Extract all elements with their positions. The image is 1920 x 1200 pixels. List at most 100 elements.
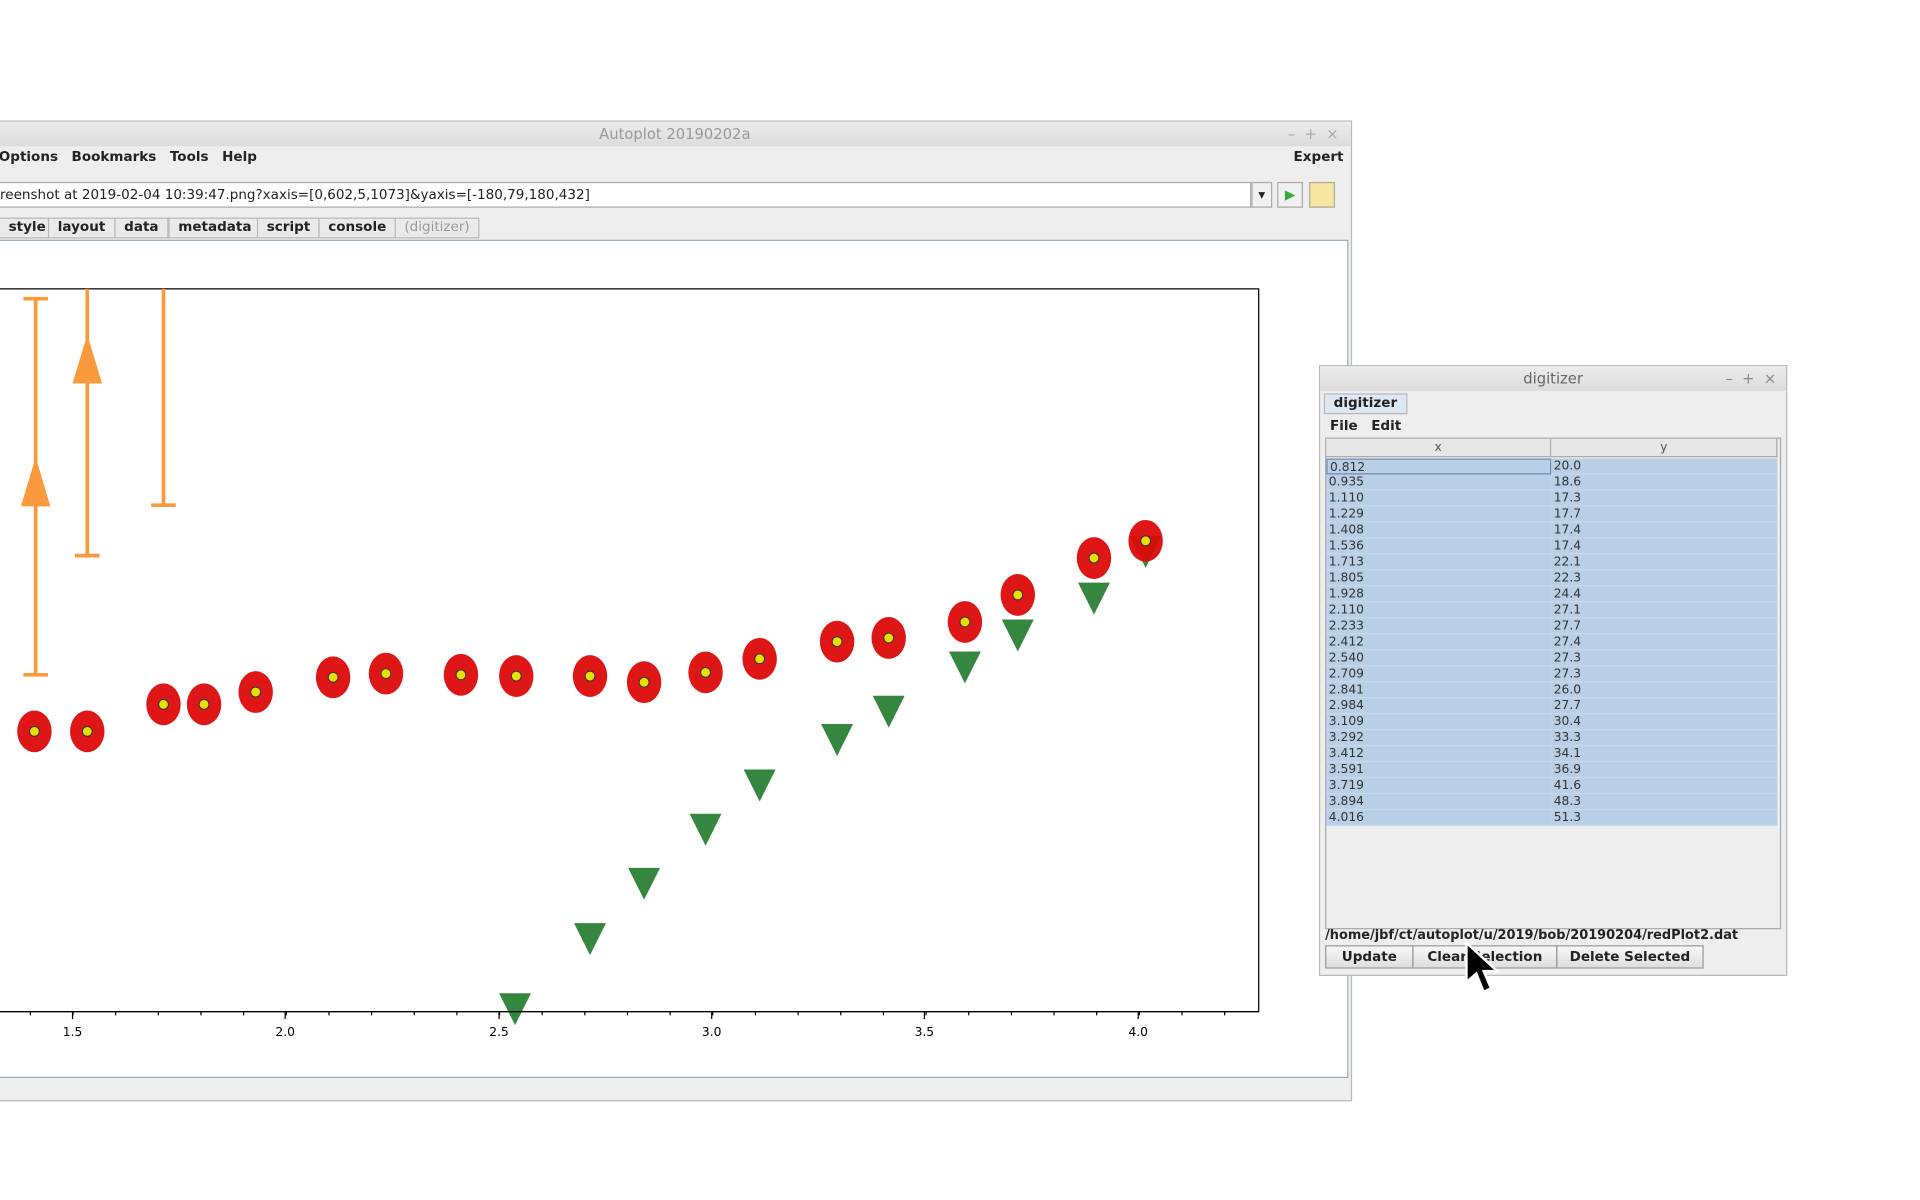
table-cell[interactable]: 1.805 [1326, 570, 1552, 587]
digitized-point [198, 698, 210, 710]
table-cell[interactable]: 2.233 [1326, 618, 1552, 635]
table-cell[interactable]: 27.3 [1551, 666, 1778, 683]
menu-item[interactable]: Tools [169, 148, 209, 165]
menu-bar: Options Bookmarks Tools Help [0, 149, 270, 169]
table-cell[interactable]: 20.0 [1551, 458, 1778, 475]
menu-item[interactable]: Edit [1371, 417, 1402, 434]
green-triangle [689, 813, 722, 846]
title-bar: digitizer – + × [1320, 366, 1787, 391]
table-cell[interactable]: 2.709 [1326, 666, 1552, 683]
table-cell[interactable]: 27.1 [1551, 602, 1778, 619]
go-button[interactable]: ▶ [1277, 181, 1303, 208]
table-cell[interactable]: 22.3 [1551, 570, 1778, 587]
window-controls[interactable]: – + × [1725, 369, 1777, 388]
table-cell[interactable]: 3.109 [1326, 714, 1552, 731]
green-triangle [499, 993, 532, 1026]
tab[interactable]: layout [47, 217, 116, 239]
mouse-cursor [1465, 940, 1501, 994]
table-cell[interactable]: 27.3 [1551, 650, 1778, 667]
column-header[interactable]: y [1551, 438, 1778, 458]
column-header[interactable]: x [1326, 438, 1552, 458]
digitized-point [327, 671, 339, 683]
green-triangle [743, 769, 776, 802]
table-cell[interactable]: 1.110 [1326, 490, 1552, 507]
tab[interactable]: metadata [168, 217, 262, 239]
menu-item[interactable]: File [1329, 417, 1358, 434]
table-cell[interactable]: 22.1 [1551, 554, 1778, 571]
table-cell[interactable]: 17.4 [1551, 538, 1778, 555]
table-cell[interactable]: 17.7 [1551, 506, 1778, 523]
table-cell[interactable]: 3.591 [1326, 762, 1552, 779]
digitized-point [754, 653, 766, 665]
menu-item[interactable]: Bookmarks [71, 148, 157, 165]
digitized-point [455, 669, 467, 681]
uri-field[interactable]: reenshot at 2019-02-04 10:39:47.png?xaxi… [0, 181, 1252, 208]
table-cell[interactable]: 2.841 [1326, 682, 1552, 699]
table-cell[interactable]: 1.536 [1326, 538, 1552, 555]
digitized-point [158, 698, 169, 710]
menu-item[interactable]: Options [0, 148, 59, 165]
table-cell[interactable]: 1.928 [1326, 586, 1552, 603]
table-cell[interactable]: 30.4 [1551, 714, 1778, 731]
tab[interactable]: (digitizer) [394, 217, 480, 239]
table-cell[interactable]: 1.229 [1326, 506, 1552, 523]
table-cell[interactable]: 3.719 [1326, 778, 1552, 795]
table-cell[interactable]: 17.3 [1551, 490, 1778, 507]
window-controls[interactable]: – + × [1287, 125, 1339, 143]
expert-menu[interactable]: Expert [1293, 148, 1344, 165]
tab[interactable]: style [0, 217, 56, 239]
green-triangle [821, 723, 854, 756]
table-cell[interactable]: 2.110 [1326, 602, 1552, 619]
table-cell[interactable]: 27.7 [1551, 618, 1778, 635]
table-cell[interactable]: 34.1 [1551, 746, 1778, 763]
digitized-point [380, 668, 392, 680]
digitized-point [1140, 535, 1152, 547]
table-cell[interactable]: 48.3 [1551, 794, 1778, 811]
table-cell[interactable]: 3.894 [1326, 794, 1552, 811]
button[interactable]: Update [1325, 945, 1414, 969]
table-cell[interactable]: 24.4 [1551, 586, 1778, 603]
table-cell[interactable]: 18.6 [1551, 474, 1778, 491]
table-cell[interactable]: 36.9 [1551, 762, 1778, 779]
green-triangle [1001, 619, 1034, 652]
table-cell[interactable]: 1.408 [1326, 522, 1552, 539]
table-cell[interactable]: 41.6 [1551, 778, 1778, 795]
table-cell[interactable]: 51.3 [1551, 810, 1778, 827]
button[interactable]: Delete Selected [1556, 945, 1704, 969]
x-tick-label: 4.0 [1128, 1025, 1148, 1039]
title-bar: Autoplot 20190202a – + × [0, 121, 1351, 147]
window-title: digitizer [1523, 369, 1583, 388]
table-cell[interactable]: 2.984 [1326, 698, 1552, 715]
table-cell[interactable]: 4.016 [1326, 810, 1552, 827]
digitized-point [510, 670, 522, 682]
table-cell[interactable]: 27.7 [1551, 698, 1778, 715]
green-triangle [628, 867, 661, 900]
table-cell[interactable]: 27.4 [1551, 634, 1778, 651]
table-cell[interactable]: 33.3 [1551, 730, 1778, 747]
tab[interactable]: console [318, 217, 397, 239]
table-cell[interactable]: 26.0 [1551, 682, 1778, 699]
green-triangle [1078, 582, 1110, 615]
open-button[interactable] [1309, 181, 1335, 208]
digitized-point [959, 616, 971, 628]
x-tick-label: 2.5 [489, 1025, 509, 1039]
table-cell[interactable]: 2.412 [1326, 634, 1552, 651]
table-cell[interactable]: 17.4 [1551, 522, 1778, 539]
tab[interactable]: script [256, 217, 321, 239]
table-cell[interactable]: 1.713 [1326, 554, 1552, 571]
menu-item[interactable]: Help [222, 148, 257, 165]
x-tick-label: 3.0 [702, 1025, 722, 1039]
x-tick-label: 1.5 [63, 1025, 83, 1039]
uri-dropdown[interactable]: ▾ [1251, 181, 1273, 208]
table-cell[interactable]: 0.812 [1326, 458, 1552, 475]
digitized-point [1012, 589, 1024, 601]
button[interactable]: Clear Selection [1412, 945, 1558, 969]
table-cell[interactable]: 3.292 [1326, 730, 1552, 747]
table-cell[interactable]: 3.412 [1326, 746, 1552, 763]
table-cell[interactable]: 0.935 [1326, 474, 1552, 491]
tab[interactable]: data [114, 217, 169, 239]
tab[interactable]: digitizer [1323, 393, 1407, 415]
table-cell[interactable]: 2.540 [1326, 650, 1552, 667]
